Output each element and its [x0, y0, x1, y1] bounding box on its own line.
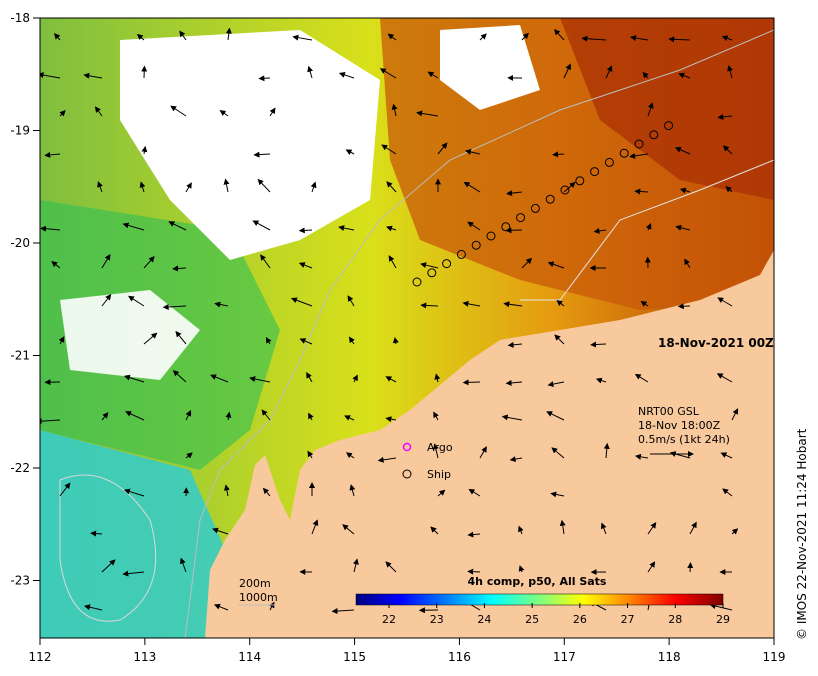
colorbar-gradient: [356, 594, 723, 605]
longitude-axis: 112 113 114 115 116 117 118 119: [29, 638, 786, 664]
colorbar-tick-label: 24: [477, 613, 491, 626]
current-scale-label: 0.5m/s (1kt 24h): [638, 433, 730, 446]
lon-tick-label: 117: [553, 650, 576, 664]
current-time-label: 18-Nov 18:00Z: [638, 419, 721, 432]
lon-tick-label: 115: [343, 650, 366, 664]
colorbar-tick-label: 23: [430, 613, 444, 626]
lat-tick-label: -18: [10, 11, 30, 25]
lat-tick-label: -20: [10, 236, 30, 250]
colorbar-tick-label: 26: [573, 613, 587, 626]
colorbar-tick-label: 27: [621, 613, 635, 626]
colorbar-tick-label: 22: [382, 613, 396, 626]
colorbar-tick-label: 29: [716, 613, 730, 626]
bathymetry-200m-label: 200m: [239, 577, 271, 590]
lat-tick-label: -23: [10, 574, 30, 588]
colorbar-title: 4h comp, p50, All Sats: [468, 575, 607, 588]
current-vector-arrow: [468, 571, 480, 572]
lat-tick-label: -22: [10, 461, 30, 475]
date-label: 18-Nov-2021 00Z: [658, 336, 774, 350]
credit-label: © IMOS 22-Nov-2021 11:24 Hobart: [795, 428, 809, 640]
ship-label: Ship: [427, 468, 451, 481]
current-vector-arrow: [553, 154, 564, 155]
lon-tick-label: 114: [238, 650, 261, 664]
latitude-axis: -18 -19 -20 -21 -22 -23: [10, 11, 40, 588]
colorbar-tick-label: 25: [525, 613, 539, 626]
current-product-label: NRT00 GSL: [638, 405, 700, 418]
lon-tick-label: 113: [133, 650, 156, 664]
lon-tick-label: 118: [658, 650, 681, 664]
lon-tick-label: 112: [29, 650, 52, 664]
map-plot-area[interactable]: [37, 18, 774, 638]
lon-tick-label: 116: [448, 650, 471, 664]
lat-tick-label: -21: [10, 349, 30, 363]
bathymetry-1000m-label: 1000m: [239, 591, 278, 604]
lat-tick-label: -19: [10, 124, 30, 138]
current-vector-arrow: [464, 382, 480, 383]
current-vector-arrow: [259, 78, 270, 79]
colorbar-tick-label: 28: [668, 613, 682, 626]
argo-label: Argo: [427, 441, 453, 454]
current-vector-arrow: [690, 563, 691, 572]
lon-tick-label: 119: [763, 650, 786, 664]
